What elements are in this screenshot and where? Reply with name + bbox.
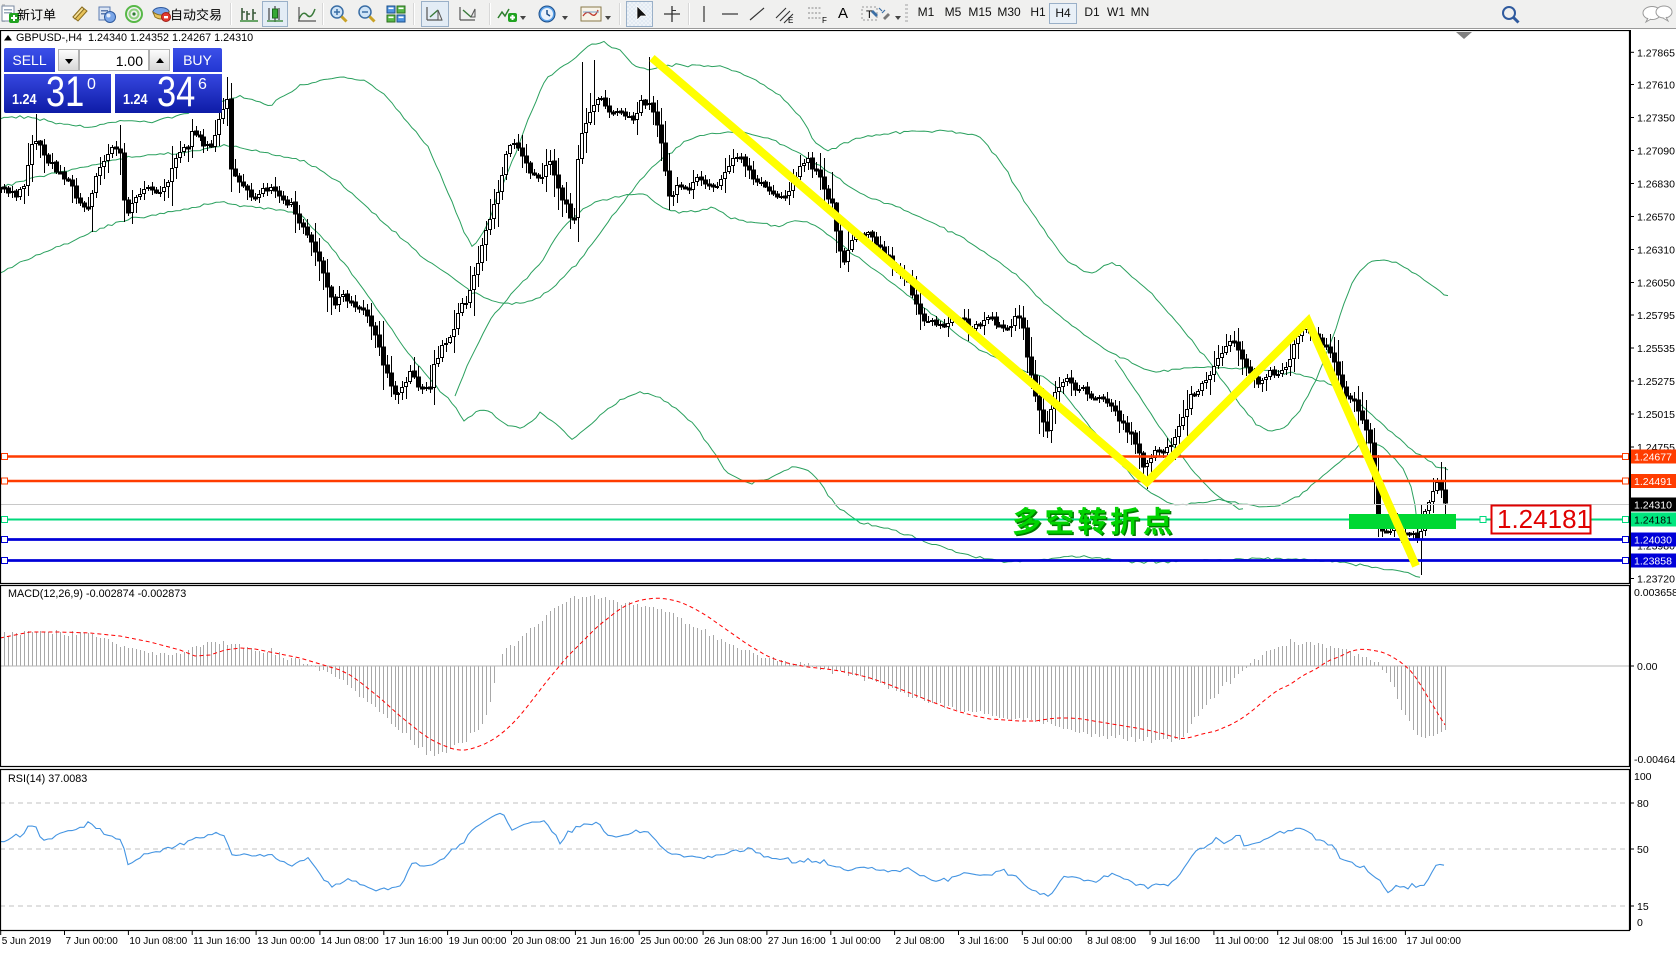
svg-text:11 Jun 16:00: 11 Jun 16:00: [193, 936, 251, 947]
svg-text:0.00: 0.00: [1637, 661, 1658, 673]
svg-text:1.27865: 1.27865: [1637, 47, 1675, 59]
svg-text:13 Jun 00:00: 13 Jun 00:00: [257, 936, 315, 947]
svg-text:F: F: [822, 16, 827, 24]
svg-text:1.24310: 1.24310: [1634, 500, 1672, 512]
svg-text:1.23720: 1.23720: [1637, 574, 1675, 586]
svg-text:11 Jul 00:00: 11 Jul 00:00: [1215, 936, 1269, 947]
svg-text:1.26050: 1.26050: [1637, 278, 1675, 290]
svg-text:1.24030: 1.24030: [1634, 535, 1672, 547]
svg-text:0: 0: [1637, 917, 1643, 929]
svg-text:1.26830: 1.26830: [1637, 179, 1675, 191]
svg-text:2 Jul 08:00: 2 Jul 08:00: [896, 936, 945, 947]
svg-text:25 Jun 00:00: 25 Jun 00:00: [640, 936, 698, 947]
svg-text:1.25275: 1.25275: [1637, 376, 1675, 388]
svg-text:7 Jun 00:00: 7 Jun 00:00: [66, 936, 119, 947]
svg-text:RSI(14) 37.0083: RSI(14) 37.0083: [8, 773, 87, 785]
svg-text:GBPUSD-,H4 1.24340 1.24352 1.: GBPUSD-,H4 1.24340 1.24352 1.24267 1.243…: [16, 32, 253, 44]
svg-text:1.25535: 1.25535: [1637, 343, 1675, 355]
svg-text:15 Jul 16:00: 15 Jul 16:00: [1343, 936, 1398, 947]
svg-text:9 Jul 16:00: 9 Jul 16:00: [1151, 936, 1200, 947]
svg-text:5 Jul 00:00: 5 Jul 00:00: [1023, 936, 1072, 947]
svg-text:27 Jun 16:00: 27 Jun 16:00: [768, 936, 826, 947]
svg-text:8 Jul 08:00: 8 Jul 08:00: [1087, 936, 1136, 947]
svg-text:1.24491: 1.24491: [1634, 476, 1672, 488]
svg-text:21 Jun 16:00: 21 Jun 16:00: [576, 936, 634, 947]
svg-text:1.25015: 1.25015: [1637, 409, 1675, 421]
svg-text:17 Jun 16:00: 17 Jun 16:00: [385, 936, 443, 947]
svg-text:1.24181: 1.24181: [1497, 504, 1591, 534]
svg-text:1.27350: 1.27350: [1637, 113, 1675, 125]
svg-text:1.26310: 1.26310: [1637, 245, 1675, 257]
svg-text:E: E: [788, 16, 793, 24]
svg-text:10 Jun 08:00: 10 Jun 08:00: [129, 936, 187, 947]
svg-text:100: 100: [1634, 771, 1652, 783]
svg-text:1.26570: 1.26570: [1637, 212, 1675, 224]
svg-text:14 Jun 08:00: 14 Jun 08:00: [321, 936, 379, 947]
svg-text:50: 50: [1637, 844, 1649, 856]
svg-text:-0.004645: -0.004645: [1634, 754, 1676, 766]
svg-text:26 Jun 08:00: 26 Jun 08:00: [704, 936, 762, 947]
svg-text:0.003658: 0.003658: [1634, 587, 1676, 599]
svg-text:15: 15: [1637, 901, 1649, 913]
svg-text:3 Jul 16:00: 3 Jul 16:00: [960, 936, 1009, 947]
svg-text:12 Jul 08:00: 12 Jul 08:00: [1279, 936, 1334, 947]
svg-text:1.27610: 1.27610: [1637, 80, 1675, 92]
svg-text:1 Jul 00:00: 1 Jul 00:00: [832, 936, 881, 947]
svg-text:1.27090: 1.27090: [1637, 146, 1675, 158]
svg-text:19 Jun 00:00: 19 Jun 00:00: [449, 936, 507, 947]
svg-text:1.23858: 1.23858: [1634, 556, 1672, 568]
svg-text:17 Jul 00:00: 17 Jul 00:00: [1406, 936, 1461, 947]
svg-text:1.24677: 1.24677: [1634, 452, 1672, 464]
svg-text:MACD(12,26,9) -0.002874 -0.002: MACD(12,26,9) -0.002874 -0.002873: [8, 588, 186, 600]
svg-text:80: 80: [1637, 798, 1649, 810]
svg-text:1.24181: 1.24181: [1634, 515, 1672, 527]
svg-text:20 Jun 08:00: 20 Jun 08:00: [513, 936, 571, 947]
svg-text:1.25795: 1.25795: [1637, 310, 1675, 322]
svg-text:5 Jun 2019: 5 Jun 2019: [2, 936, 52, 947]
svg-text:T: T: [866, 9, 873, 21]
